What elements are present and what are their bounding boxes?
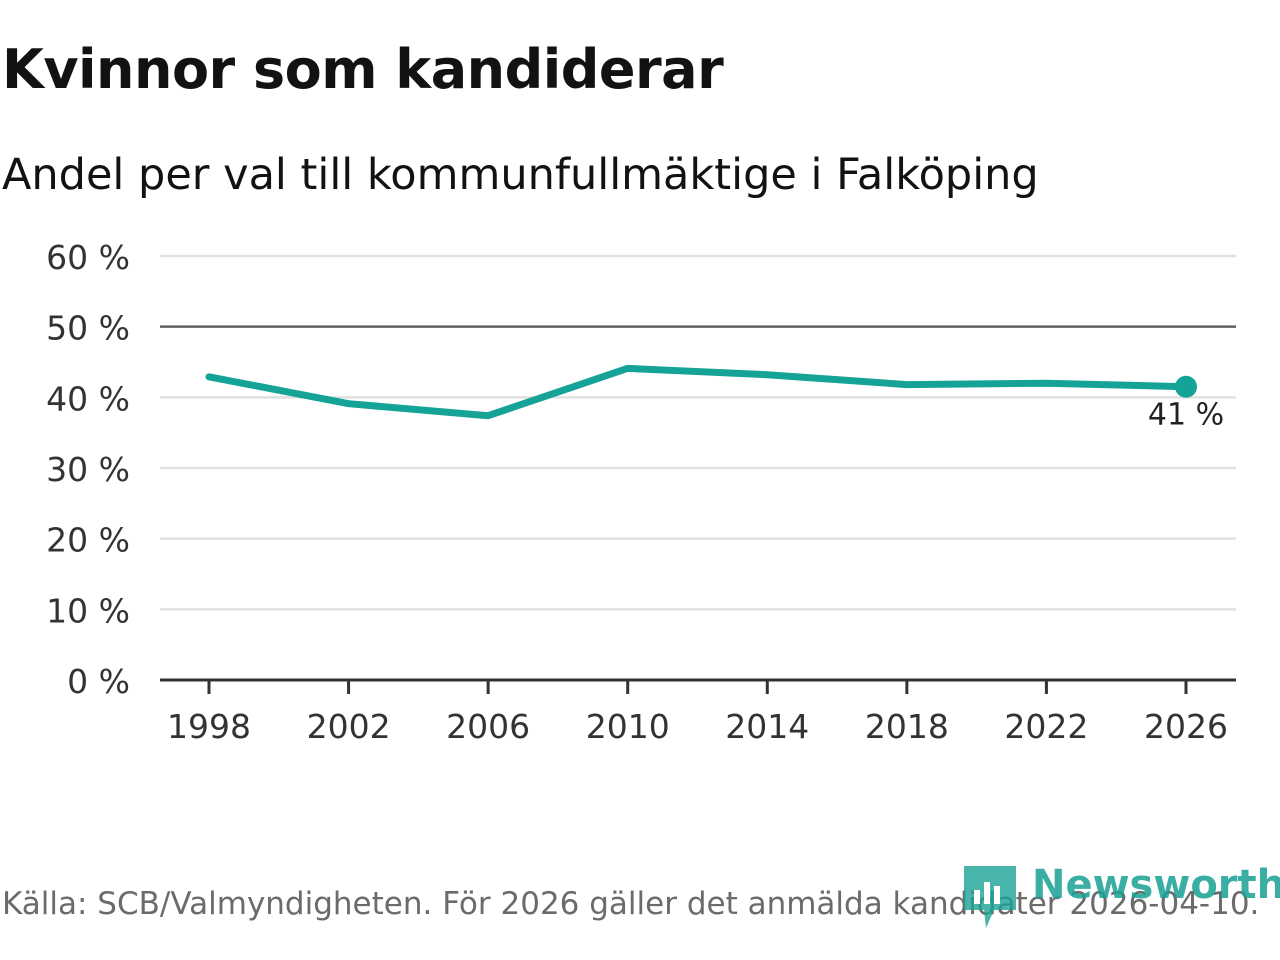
y-axis-tick-labels: 0 % 10 % 20 % 30 % 40 % 50 % 60 % [46,238,130,701]
endpoint-label: 41 % [1148,398,1224,433]
chart-title: Kvinnor som kandiderar [2,38,724,101]
series: 41 % [205,364,1224,433]
brand-logo: Newsworthy [964,862,1280,928]
series-line [205,364,1190,420]
x-axis: 1998 2002 2006 2010 2014 2018 2022 2026 [160,678,1236,746]
brand-name: Newsworthy [1032,862,1280,908]
x-tick-label: 2022 [1004,707,1088,746]
bar-chart-pin-icon [964,866,1016,928]
endpoint-marker [1175,375,1197,398]
line-chart: 0 % 10 % 20 % 30 % 40 % 50 % 60 % 1998 2002 2006… [46,238,1236,746]
x-tick-label: 2010 [586,707,670,746]
source-note: Källa: SCB/Valmyndigheten. För 2026 gäll… [2,886,1260,922]
y-tick-label: 50 % [46,309,130,348]
y-tick-label: 20 % [46,521,130,560]
x-tick-label: 2002 [307,707,391,746]
x-tick-label: 2014 [725,707,809,746]
x-tick-label: 1998 [167,707,251,746]
chart-subtitle: Andel per val till kommunfullmäktige i F… [2,150,1039,200]
y-tick-label: 40 % [46,379,130,418]
x-tick-label: 2006 [446,707,530,746]
x-tick-label: 2018 [865,707,949,746]
y-tick-label: 10 % [46,591,130,630]
x-tick-label: 2026 [1144,707,1228,746]
y-tick-label: 0 % [67,662,130,701]
y-tick-label: 30 % [46,450,130,489]
y-tick-label: 60 % [46,238,130,277]
grid-lines [160,254,1236,611]
